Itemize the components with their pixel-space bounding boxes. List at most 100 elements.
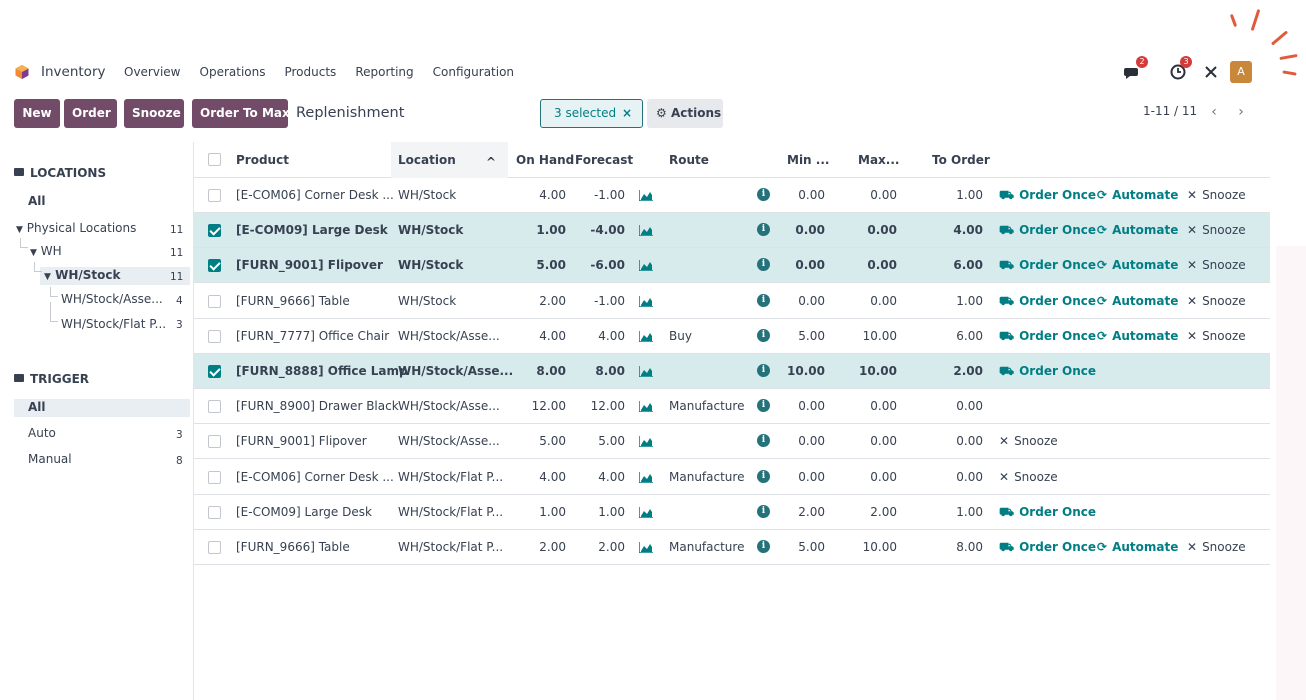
cell-product[interactable]: [E-COM09] Large Desk [236,223,388,238]
table-row[interactable]: [FURN_9666] Table WH/Stock/Flat P... 2.00 2… [194,530,1270,565]
clear-selection-icon[interactable]: × [621,106,632,120]
info-icon[interactable]: i [757,293,770,307]
location-wh-stock[interactable]: ▼ WH/Stock [44,268,121,282]
location-physical[interactable]: ▼ Physical Locations [16,221,137,235]
menu-products[interactable]: Products [284,65,337,79]
forecast-chart-icon[interactable] [639,260,653,272]
new-button[interactable]: New [14,99,60,128]
cell-product[interactable]: [FURN_7777] Office Chair [236,328,390,343]
location-assembly[interactable]: WH/Stock/Asse... [61,292,163,306]
menu-reporting[interactable]: Reporting [355,65,414,79]
forecast-chart-icon[interactable] [639,190,653,201]
row-checkbox[interactable] [208,435,221,449]
info-icon[interactable]: i [757,364,770,377]
pager-value[interactable]: 1-11 / 11 [1143,104,1198,118]
info-icon[interactable]: i [757,223,770,237]
order-once-button[interactable]: ⛟ Order Once [999,328,1097,343]
row-checkbox[interactable] [208,329,221,343]
snooze-button[interactable]: Snooze [124,99,184,128]
cell-location[interactable]: WH/Stock [398,188,457,202]
row-checkbox[interactable] [208,259,221,273]
actions-dropdown[interactable]: ⚙ Actions [647,99,723,128]
forecast-chart-icon[interactable] [639,542,653,553]
inventory-app-icon[interactable] [14,64,30,80]
pager-previous-button[interactable]: ‹ [1211,104,1217,120]
forecast-chart-icon[interactable] [639,330,653,342]
location-all[interactable]: All [28,194,46,208]
forecast-chart-icon[interactable] [639,366,653,377]
table-row[interactable]: [FURN_9001] Flipover WH/Stock/Asse... 5.00… [194,424,1270,460]
snooze-row-button[interactable]: ✕ Snooze [1187,328,1246,343]
row-checkbox[interactable] [208,470,221,484]
app-name[interactable]: Inventory [41,64,106,80]
row-checkbox[interactable] [208,294,221,308]
header-max[interactable]: Max... [858,153,900,167]
forecast-chart-icon[interactable] [639,295,653,307]
cell-product[interactable]: [FURN_9001] Flipover [236,258,383,273]
info-icon[interactable]: i [757,540,770,553]
automate-button[interactable]: ⟳ Automate [1097,540,1179,554]
snooze-row-button[interactable]: ✕ Snooze [1187,293,1246,308]
row-checkbox[interactable] [208,365,221,378]
header-min[interactable]: Min ... [787,153,830,167]
order-once-button[interactable]: ⛟ Order Once [999,364,1097,378]
info-icon[interactable]: i [757,504,770,518]
row-checkbox[interactable] [208,400,221,414]
order-once-button[interactable]: ⛟ Order Once [999,188,1097,202]
automate-button[interactable]: ⟳ Automate [1097,258,1179,273]
cell-location[interactable]: WH/Stock/Asse... [398,364,514,378]
cell-product[interactable]: [FURN_8900] Drawer Black [236,399,399,414]
automate-button[interactable]: ⟳ Automate [1097,293,1179,308]
info-icon[interactable]: i [757,188,770,201]
trigger-manual[interactable]: Manual [28,452,72,466]
table-row[interactable]: [FURN_8900] Drawer Black WH/Stock/Asse...… [194,389,1270,425]
order-once-button[interactable]: ⛟ Order Once [999,540,1097,554]
activities-button[interactable]: 3 [1170,56,1192,82]
pager-next-button[interactable]: › [1238,104,1244,120]
debug-tools-button[interactable] [1202,60,1224,82]
cell-location[interactable]: WH/Stock/Flat P... [398,540,504,554]
table-row[interactable]: [E-COM06] Corner Desk ... WH/Stock/Flat P… [194,460,1270,495]
snooze-row-button[interactable]: ✕ Snooze [1187,258,1246,273]
snooze-row-button[interactable]: ✕ Snooze [1187,223,1246,238]
table-row[interactable]: [E-COM06] Corner Desk ... WH/Stock 4.00 -1.… [194,178,1270,213]
snooze-row-button[interactable]: ✕ Snooze [1187,540,1246,554]
row-checkbox[interactable] [208,224,221,238]
table-row[interactable]: [FURN_9001] Flipover WH/Stock 5.00 -6.00 i 0.… [194,248,1270,284]
cell-product[interactable]: [FURN_9001] Flipover [236,434,367,449]
location-wh[interactable]: ▼ WH [30,244,62,258]
menu-overview[interactable]: Overview [124,65,181,79]
forecast-chart-icon[interactable] [639,225,653,237]
forecast-chart-icon[interactable] [639,436,653,448]
cell-product[interactable]: [FURN_9666] Table [236,540,350,554]
cell-location[interactable]: WH/Stock [398,293,457,308]
row-checkbox[interactable] [208,189,221,202]
user-avatar[interactable]: A [1230,61,1252,83]
cell-product[interactable]: [FURN_9666] Table [236,293,350,308]
cell-location[interactable]: WH/Stock/Asse... [398,399,500,414]
header-location[interactable]: Location [398,153,456,167]
order-once-button[interactable]: ⛟ Order Once [999,223,1097,238]
table-row[interactable]: [FURN_8888] Office Lamp WH/Stock/Asse... 8… [194,354,1270,389]
info-icon[interactable]: i [757,258,770,272]
trigger-all[interactable]: All [28,400,46,414]
select-all-checkbox[interactable] [208,153,221,166]
info-icon[interactable]: i [757,328,770,342]
cell-location[interactable]: WH/Stock [398,223,464,238]
cell-product[interactable]: [FURN_8888] Office Lamp [236,364,408,378]
cell-product[interactable]: [E-COM06] Corner Desk ... [236,188,394,202]
order-once-button[interactable]: ⛟ Order Once [999,258,1097,273]
cell-location[interactable]: WH/Stock/Asse... [398,434,500,449]
info-icon[interactable]: i [757,469,770,483]
messages-button[interactable]: 2 [1124,56,1148,82]
cell-location[interactable]: WH/Stock/Flat P... [398,469,504,484]
order-once-button[interactable]: ⛟ Order Once [999,293,1097,308]
forecast-chart-icon[interactable] [639,401,653,413]
table-row[interactable]: [FURN_7777] Office Chair WH/Stock/Asse...… [194,319,1270,354]
header-on-hand[interactable]: On Hand [516,153,575,167]
forecast-chart-icon[interactable] [639,471,653,483]
location-flat[interactable]: WH/Stock/Flat P... [61,317,167,331]
menu-operations[interactable]: Operations [199,65,266,79]
row-checkbox[interactable] [208,505,221,519]
header-to-order[interactable]: To Order [932,153,990,167]
